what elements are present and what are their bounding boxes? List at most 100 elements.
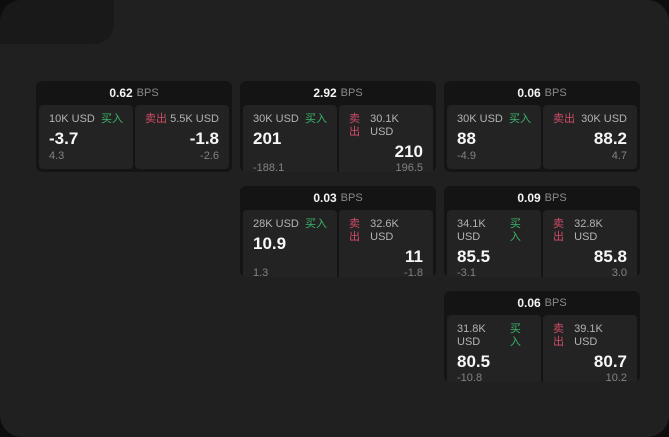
buy-sub-value: -188.1	[253, 162, 285, 172]
bps-value: 0.09	[517, 191, 541, 205]
sell-notional: 30K USD	[581, 113, 627, 125]
sell-cell-top: 卖出 30.1K USD	[349, 113, 423, 139]
sell-sub-value: 10.2	[605, 372, 627, 382]
bps-header: 0.03 BPS	[240, 186, 436, 210]
buy-quote-cell[interactable]: 31.8K USD 买入 80.5 -10.8	[447, 315, 541, 382]
sell-notional: 39.1K USD	[574, 323, 603, 348]
quote-card: 0.06 BPS 31.8K USD 买入 80.5 -10.8 卖	[444, 291, 640, 382]
buy-price: 80.5	[457, 352, 491, 371]
sell-sub-value: -1.8	[404, 267, 423, 277]
bps-value: 2.92	[313, 86, 337, 100]
bps-header: 0.06 BPS	[444, 291, 640, 315]
sell-sub-value: 4.7	[611, 150, 627, 162]
buy-sub-value: 1.3	[253, 267, 269, 277]
buy-price: 88	[457, 129, 476, 148]
sell-quote-cell[interactable]: 卖出 32.6K USD 11 -1.8	[339, 210, 433, 277]
quote-card-grid: 0.62 BPS 10K USD 买入 -3.7 4.3 卖出	[36, 81, 640, 382]
buy-sub-value: -10.8	[457, 372, 483, 382]
buy-quote-cell[interactable]: 30K USD 买入 88 -4.9	[447, 105, 541, 169]
bps-value: 0.06	[517, 296, 541, 310]
sell-sub-value: 196.5	[395, 162, 423, 172]
buy-notional: 34.1K USD	[457, 218, 486, 243]
sell-price: -1.8	[189, 129, 219, 148]
sell-notional: 30.1K USD	[370, 113, 399, 138]
buy-cell-top: 28K USD 买入	[253, 218, 327, 231]
quote-cells: 31.8K USD 买入 80.5 -10.8 卖出 39.1K USD 80.…	[447, 315, 637, 382]
sell-notional: 5.5K USD	[170, 113, 219, 125]
buy-quote-cell[interactable]: 10K USD 买入 -3.7 4.3	[39, 105, 133, 169]
bps-unit: BPS	[544, 87, 567, 99]
buy-notional: 31.8K USD	[457, 323, 486, 348]
buy-sub-value: -3.1	[457, 267, 476, 277]
bps-header: 0.06 BPS	[444, 81, 640, 105]
bps-header: 2.92 BPS	[240, 81, 436, 105]
quote-cells: 30K USD 买入 88 -4.9 卖出 30K USD 88.2 4.7	[447, 105, 637, 169]
bps-unit: BPS	[340, 87, 363, 99]
sell-cell-top: 卖出 32.6K USD	[349, 218, 423, 244]
sell-sub-value: 3.0	[611, 267, 627, 277]
sell-price: 80.7	[593, 352, 627, 371]
sell-cell-top: 卖出 30K USD	[553, 113, 627, 126]
buy-notional: 10K USD	[49, 113, 95, 125]
sell-cell-top: 卖出 32.8K USD	[553, 218, 627, 244]
buy-notional: 30K USD	[253, 113, 299, 125]
bps-unit: BPS	[340, 192, 363, 204]
buy-side-label: 买入	[509, 323, 521, 348]
sell-price: 210	[394, 142, 423, 161]
buy-cell-top: 30K USD 买入	[457, 113, 531, 126]
sell-side-label: 卖出	[553, 323, 564, 348]
buy-side-label: 买入	[305, 113, 327, 125]
buy-price: 10.9	[253, 234, 287, 253]
sell-quote-cell[interactable]: 卖出 30K USD 88.2 4.7	[543, 105, 637, 169]
bps-value: 0.06	[517, 86, 541, 100]
bps-value: 0.62	[109, 86, 133, 100]
quote-cells: 30K USD 买入 201 -188.1 卖出 30.1K USD 210 1…	[243, 105, 433, 172]
quote-card: 0.06 BPS 30K USD 买入 88 -4.9 卖出	[444, 81, 640, 172]
quote-card: 2.92 BPS 30K USD 买入 201 -188.1 卖出	[240, 81, 436, 172]
bps-unit: BPS	[544, 297, 567, 309]
quote-card: 0.09 BPS 34.1K USD 买入 85.5 -3.1 卖出	[444, 186, 640, 277]
sell-price: 85.8	[593, 247, 627, 266]
sell-side-label: 卖出	[349, 113, 360, 138]
sell-side-label: 卖出	[145, 113, 167, 125]
quote-card: 0.62 BPS 10K USD 买入 -3.7 4.3 卖出	[36, 81, 232, 172]
buy-cell-top: 30K USD 买入	[253, 113, 327, 126]
buy-sub-value: -4.9	[457, 150, 476, 162]
buy-side-label: 买入	[101, 113, 123, 125]
sell-cell-top: 卖出 5.5K USD	[145, 113, 219, 126]
sell-sub-value: -2.6	[200, 150, 219, 162]
buy-notional: 30K USD	[457, 113, 503, 125]
buy-side-label: 买入	[509, 218, 521, 243]
sell-price: 88.2	[593, 129, 627, 148]
sell-quote-cell[interactable]: 卖出 30.1K USD 210 196.5	[339, 105, 433, 172]
sell-quote-cell[interactable]: 卖出 5.5K USD -1.8 -2.6	[135, 105, 229, 169]
buy-quote-cell[interactable]: 30K USD 买入 201 -188.1	[243, 105, 337, 172]
buy-sub-value: 4.3	[49, 150, 65, 162]
sell-side-label: 卖出	[553, 218, 564, 243]
bps-unit: BPS	[544, 192, 567, 204]
buy-quote-cell[interactable]: 28K USD 买入 10.9 1.3	[243, 210, 337, 277]
bps-header: 0.09 BPS	[444, 186, 640, 210]
sell-quote-cell[interactable]: 卖出 32.8K USD 85.8 3.0	[543, 210, 637, 277]
bps-value: 0.03	[313, 191, 337, 205]
buy-price: -3.7	[49, 129, 79, 148]
buy-cell-top: 31.8K USD 买入	[457, 323, 531, 349]
buy-quote-cell[interactable]: 34.1K USD 买入 85.5 -3.1	[447, 210, 541, 277]
buy-notional: 28K USD	[253, 218, 299, 230]
sell-notional: 32.8K USD	[574, 218, 603, 243]
buy-side-label: 买入	[305, 218, 327, 230]
sell-price: 11	[405, 247, 423, 266]
sell-notional: 32.6K USD	[370, 218, 399, 243]
sell-side-label: 卖出	[349, 218, 360, 243]
quote-cells: 28K USD 买入 10.9 1.3 卖出 32.6K USD 11 -1.8	[243, 210, 433, 277]
top-left-corner-panel	[0, 0, 114, 44]
sell-cell-top: 卖出 39.1K USD	[553, 323, 627, 349]
sell-side-label: 卖出	[553, 113, 575, 125]
quote-cells: 34.1K USD 买入 85.5 -3.1 卖出 32.8K USD 85.8…	[447, 210, 637, 277]
quote-card: 0.03 BPS 28K USD 买入 10.9 1.3 卖出	[240, 186, 436, 277]
sell-quote-cell[interactable]: 卖出 39.1K USD 80.7 10.2	[543, 315, 637, 382]
buy-cell-top: 10K USD 买入	[49, 113, 123, 126]
buy-cell-top: 34.1K USD 买入	[457, 218, 531, 244]
